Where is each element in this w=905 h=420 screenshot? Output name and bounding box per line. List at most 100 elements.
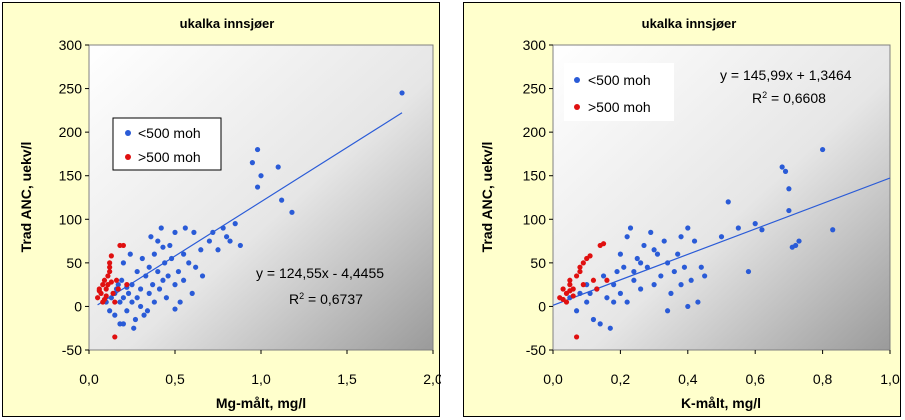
data-point-below-500 (168, 255, 175, 262)
data-point-below-500 (725, 199, 731, 205)
data-point-below-500 (638, 286, 644, 292)
data-point-below-500 (604, 295, 610, 301)
legend-marker-below-500 (125, 130, 131, 136)
data-point-below-500 (573, 308, 580, 314)
data-point-below-500 (611, 282, 617, 288)
data-point-below-500 (718, 234, 725, 240)
data-point-below-500 (752, 221, 758, 227)
data-point-above-500 (100, 282, 106, 288)
data-point-above-500 (570, 293, 576, 299)
data-point-below-500 (793, 242, 799, 249)
trendline (552, 177, 891, 306)
y-tick-label: -50 (526, 342, 546, 358)
data-point-below-500 (155, 268, 161, 275)
r-squared: R2 = 0,6737 (289, 291, 363, 307)
data-point-below-500 (151, 299, 157, 305)
data-point-below-500 (112, 312, 118, 318)
data-point-below-500 (134, 295, 140, 301)
data-point-below-500 (675, 251, 681, 257)
data-point-below-500 (141, 312, 147, 318)
data-point-above-500 (105, 273, 111, 279)
data-point-below-500 (177, 299, 183, 305)
data-point-above-500 (95, 295, 101, 301)
data-point-below-500 (139, 255, 145, 262)
y-axis-label: Trad ANC, uekv/l (18, 142, 34, 253)
data-point-below-500 (617, 251, 623, 257)
y-tick-label: 150 (59, 168, 83, 184)
data-point-below-500 (617, 290, 623, 296)
chart-title: ukalka innsjøer (642, 16, 737, 31)
data-point-below-500 (607, 325, 613, 331)
data-point-below-500 (220, 225, 226, 231)
x-tick-label: 0,5 (165, 371, 185, 387)
data-point-above-500 (600, 241, 607, 247)
data-point-below-500 (258, 173, 264, 179)
legend-label-below-500: <500 moh (138, 125, 201, 141)
y-tick-label: 100 (59, 211, 83, 227)
y-tick-label: 300 (523, 37, 547, 53)
legend: <500 moh >500 moh (564, 63, 674, 121)
data-point-below-500 (638, 260, 644, 266)
data-point-below-500 (125, 290, 132, 296)
y-tick-label: 50 (66, 255, 82, 271)
data-point-below-500 (786, 207, 792, 214)
data-point-below-500 (210, 229, 216, 235)
data-point-below-500 (691, 238, 698, 244)
data-point-below-500 (163, 295, 169, 301)
data-point-below-500 (702, 273, 708, 279)
data-point-below-500 (651, 247, 657, 253)
x-tick-label: 1,5 (337, 371, 357, 387)
data-point-below-500 (172, 306, 178, 312)
legend-box (112, 117, 222, 171)
data-point-below-500 (107, 308, 113, 314)
data-point-below-500 (115, 282, 121, 288)
y-tick-label: 300 (59, 37, 83, 53)
data-point-above-500 (594, 286, 600, 292)
data-point-below-500 (648, 229, 654, 235)
data-point-above-500 (560, 296, 566, 303)
data-point-below-500 (124, 308, 130, 314)
data-point-below-500 (198, 247, 204, 253)
x-axis-label: K-målt, mg/l (681, 395, 761, 411)
data-point-below-500 (151, 251, 157, 257)
data-point-below-500 (189, 290, 195, 296)
legend: <500 moh >500 moh (112, 117, 222, 171)
data-point-below-500 (158, 225, 164, 231)
y-tick-label: 50 (530, 255, 546, 271)
x-axis-label: Mg-målt, mg/l (216, 395, 306, 411)
data-point-below-500 (117, 299, 123, 305)
data-point-below-500 (621, 264, 627, 270)
data-point-below-500 (172, 229, 178, 235)
data-point-above-500 (107, 264, 113, 270)
data-point-below-500 (830, 227, 836, 233)
data-point-below-500 (181, 251, 187, 257)
data-point-below-500 (227, 238, 233, 244)
data-point-below-500 (597, 321, 603, 327)
data-point-below-500 (254, 146, 261, 153)
data-point-below-500 (654, 251, 661, 257)
data-point-below-500 (688, 277, 694, 283)
x-tick-label: 2,0 (423, 371, 441, 387)
data-point-above-500 (112, 334, 118, 340)
data-point-below-500 (129, 282, 135, 288)
data-point-below-500 (782, 168, 789, 174)
data-point-below-500 (275, 164, 281, 170)
data-point-above-500 (567, 277, 573, 283)
data-point-below-500 (146, 290, 152, 296)
data-point-below-500 (779, 164, 785, 170)
legend-marker-below-500 (574, 77, 580, 83)
data-point-above-500 (101, 277, 108, 283)
data-point-above-500 (577, 268, 583, 275)
data-point-below-500 (182, 225, 188, 231)
data-point-below-500 (611, 299, 617, 305)
chart-title: ukalka innsjøer (180, 16, 275, 31)
data-point-above-500 (113, 277, 120, 283)
x-tick-label: 0,8 (813, 371, 833, 387)
regression-equation: y = 124,55x - 4,4455 (256, 265, 384, 281)
data-point-below-500 (759, 227, 765, 233)
data-point-below-500 (587, 290, 593, 296)
data-point-below-500 (193, 264, 199, 270)
data-point-above-500 (560, 286, 566, 292)
data-point-below-500 (658, 273, 664, 279)
data-point-below-500 (289, 209, 295, 215)
